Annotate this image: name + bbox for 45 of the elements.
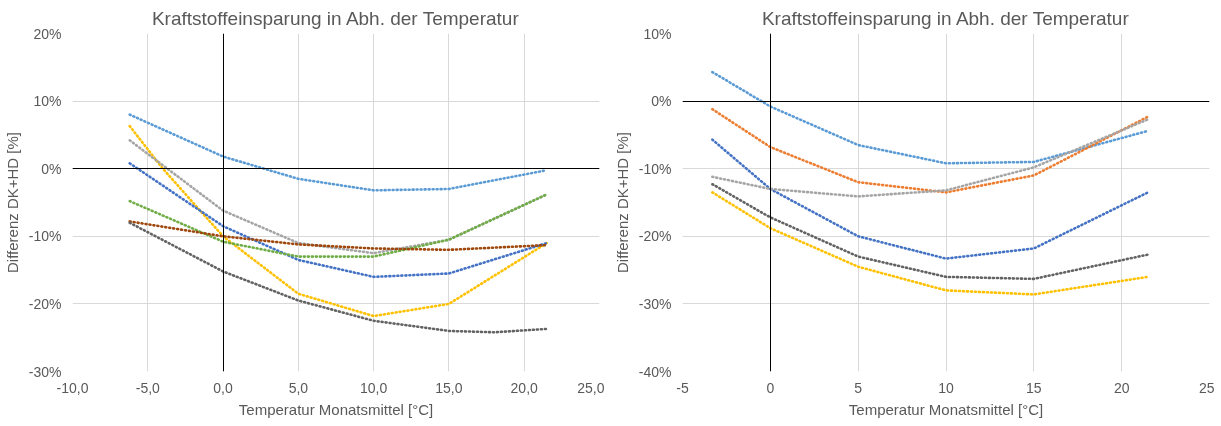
y-tick-label: -30%	[28, 363, 62, 380]
line-series	[128, 113, 546, 192]
line-series	[711, 118, 1150, 198]
y-axis-title: Differenz DK+HD [%]	[3, 131, 21, 274]
y-tick-label: 0%	[651, 93, 672, 110]
x-axis-title: Temperatur Monatsmittel [°C]	[848, 400, 1044, 418]
chart-title: Kraftstoffeinsparung in Abh. der Temperatur	[761, 7, 1130, 29]
line-series	[711, 107, 1150, 194]
chart-title: Kraftstoffeinsparung in Abh. der Temperatur	[151, 7, 520, 29]
line-series	[711, 70, 1150, 165]
y-tick-label: -30%	[638, 295, 672, 312]
x-tick-label: 20	[1113, 379, 1130, 396]
x-tick-label: -10,0	[56, 379, 89, 396]
line-series	[128, 193, 549, 258]
x-tick-label: 5,0	[288, 379, 309, 396]
line-series	[711, 182, 1150, 281]
y-tick-label: 0%	[41, 160, 62, 177]
line-series	[128, 161, 549, 279]
y-axis-title: Differenz DK+HD [%]	[613, 131, 631, 274]
x-tick-label: 20,0	[510, 379, 539, 396]
y-tick-label: 10%	[643, 25, 672, 42]
y-tick-label: 20%	[33, 25, 62, 42]
x-tick-label: -5	[676, 379, 689, 396]
y-tick-label: 10%	[33, 93, 62, 110]
y-tick-label: -20%	[638, 228, 672, 245]
line-series	[711, 138, 1150, 260]
x-tick-label: 25,0	[577, 379, 605, 396]
line-series	[128, 124, 549, 318]
x-tick-label: 5	[854, 379, 863, 396]
y-tick-label: -40%	[638, 363, 672, 380]
x-tick-label: 15,0	[435, 379, 463, 396]
line-series	[128, 220, 549, 252]
x-axis-title: Temperatur Monatsmittel [°C]	[238, 400, 434, 418]
y-tick-label: -20%	[28, 295, 62, 312]
x-tick-label: 10	[938, 379, 954, 396]
x-tick-label: 25	[1198, 379, 1215, 396]
x-tick-label: -5,0	[135, 379, 161, 396]
x-tick-label: 15	[1026, 379, 1042, 396]
x-tick-label: 10,0	[360, 379, 388, 396]
x-tick-label: 0,0	[213, 379, 234, 396]
y-tick-label: -10%	[638, 160, 672, 177]
line-series	[711, 191, 1150, 296]
y-tick-label: -10%	[28, 228, 62, 245]
line-series	[128, 221, 549, 334]
x-tick-label: 0	[766, 379, 775, 396]
